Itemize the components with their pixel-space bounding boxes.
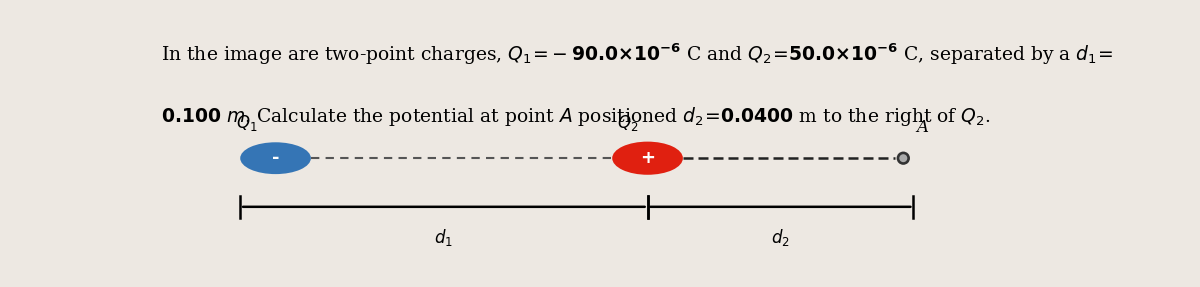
Ellipse shape — [240, 142, 311, 174]
Text: $d_1$: $d_1$ — [434, 227, 454, 248]
Text: -: - — [272, 149, 280, 167]
Text: $\mathbf{0.100}$ $\mathit{m}$. Calculate the potential at point $\mathit{A}$ pos: $\mathbf{0.100}$ $\mathit{m}$. Calculate… — [161, 105, 991, 128]
Text: $d_2$: $d_2$ — [772, 227, 790, 248]
Text: $Q_2$: $Q_2$ — [617, 113, 638, 133]
Ellipse shape — [896, 152, 910, 165]
Text: A: A — [916, 119, 928, 136]
Text: $Q_1$: $Q_1$ — [235, 113, 257, 133]
Ellipse shape — [899, 154, 907, 162]
Text: In the image are two-point charges, $\mathit{Q_1}\!=\!-\mathbf{90.0{\times}10^{-: In the image are two-point charges, $\ma… — [161, 41, 1114, 67]
Ellipse shape — [612, 141, 683, 175]
Text: +: + — [640, 149, 655, 167]
